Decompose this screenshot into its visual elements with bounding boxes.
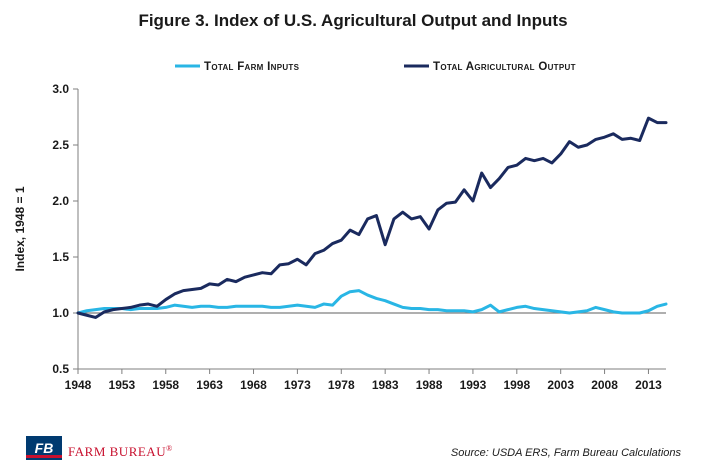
series-line-farm-inputs — [76, 289, 668, 315]
y-tick-label: 1.0 — [52, 306, 69, 320]
farm-bureau-logo: FB FARM BUREAU® — [26, 436, 173, 460]
x-tick-label: 1953 — [109, 378, 136, 392]
source-note: Source: USDA ERS, Farm Bureau Calculatio… — [451, 447, 682, 459]
x-tick-label: 1963 — [196, 378, 223, 392]
y-axis-ticks: 0.5 1.0 1.5 2.0 2.5 3.0 — [52, 82, 78, 376]
y-tick-label: 2.5 — [52, 138, 69, 152]
x-tick-label: 1973 — [284, 378, 311, 392]
x-tick-label: 1993 — [460, 378, 487, 392]
x-tick-label: 1998 — [503, 378, 530, 392]
y-tick-label: 0.5 — [52, 362, 69, 376]
x-tick-label: 1988 — [416, 378, 443, 392]
y-tick-label: 2.0 — [52, 194, 69, 208]
x-axis-ticks: 1948 1953 1958 1963 1968 1973 1978 1983 1988 1993… — [65, 369, 662, 392]
legend-entry-agricultural-output: Total Agricultural Output — [404, 61, 576, 73]
farm-bureau-name-text: FARM BUREAU — [68, 444, 166, 459]
x-tick-label: 2008 — [591, 378, 618, 392]
legend-entry-farm-inputs: Total Farm Inputs — [175, 61, 300, 73]
x-tick-label: 1983 — [372, 378, 399, 392]
chart-title: Figure 3. Index of U.S. Agricultural Out… — [138, 11, 567, 30]
y-tick-label: 1.5 — [52, 250, 69, 264]
x-tick-label: 2013 — [635, 378, 662, 392]
legend: Total Farm Inputs Total Agricultural Out… — [175, 61, 576, 73]
farm-bureau-name: FARM BUREAU® — [68, 444, 173, 459]
series-line-agricultural-output — [76, 116, 668, 319]
x-tick-label: 2003 — [547, 378, 574, 392]
x-tick-label: 1978 — [328, 378, 355, 392]
x-tick-label: 1968 — [240, 378, 267, 392]
x-tick-label: 1958 — [152, 378, 179, 392]
x-tick-label: 1948 — [65, 378, 92, 392]
farm-bureau-registered-mark: ® — [166, 444, 173, 453]
series-group — [76, 116, 668, 319]
legend-label-farm-inputs: Total Farm Inputs — [204, 61, 300, 73]
farm-bureau-logo-stripe — [26, 455, 62, 458]
y-tick-label: 3.0 — [52, 82, 69, 96]
farm-bureau-logo-letters: FB — [35, 440, 54, 456]
legend-label-agricultural-output: Total Agricultural Output — [433, 61, 576, 73]
y-axis-label: Index, 1948 = 1 — [13, 186, 27, 271]
